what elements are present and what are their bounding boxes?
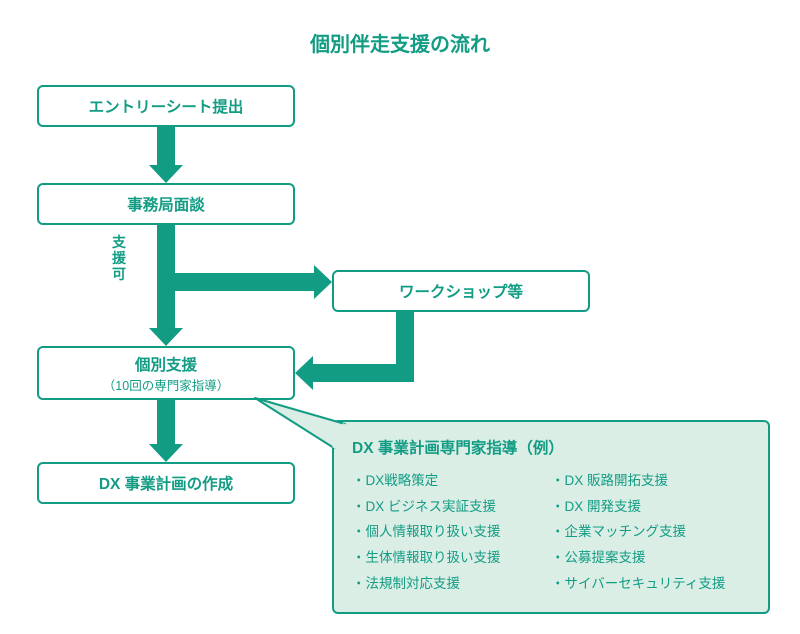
callout-item: ・DX ビジネス実証支援 (352, 494, 551, 520)
a-meeting-workshop (174, 265, 332, 299)
callout-col-left: ・DX戦略策定・DX ビジネス実証支援・個人情報取り扱い支援・生体情報取り扱い支… (352, 468, 551, 596)
callout-item: ・DX 開発支援 (551, 494, 750, 520)
node-workshop-label: ワークショップ等 (399, 280, 523, 302)
a-entry-meeting (149, 127, 183, 183)
branch-label: 支援可 (112, 234, 126, 282)
callout-item: ・生体情報取り扱い支援 (352, 545, 551, 571)
node-meeting: 事務局面談 (37, 183, 295, 225)
callout-item: ・法規制対応支援 (352, 571, 551, 597)
node-entry: エントリーシート提出 (37, 85, 295, 127)
node-workshop: ワークショップ等 (332, 270, 590, 312)
callout-col-right: ・DX 販路開拓支援・DX 開発支援・企業マッチング支援・公募提案支援・サイバー… (551, 468, 750, 596)
node-entry-label: エントリーシート提出 (89, 95, 244, 117)
callout-expert-examples: DX 事業計画専門家指導（例） ・DX戦略策定・DX ビジネス実証支援・個人情報… (332, 420, 770, 614)
page-title: 個別伴走支援の流れ (0, 28, 800, 57)
callout-item: ・サイバーセキュリティ支援 (551, 571, 750, 597)
callout-item: ・公募提案支援 (551, 545, 750, 571)
callout-item: ・企業マッチング支援 (551, 519, 750, 545)
callout-item: ・個人情報取り扱い支援 (352, 519, 551, 545)
node-support-sub: （10回の専門家指導） (103, 375, 229, 394)
node-support-label: 個別支援 (135, 353, 197, 375)
a-workshop-support (295, 312, 414, 390)
callout-title: DX 事業計画専門家指導（例） (352, 436, 750, 458)
node-support: 個別支援 （10回の専門家指導） (37, 346, 295, 400)
callout-item: ・DX戦略策定 (352, 468, 551, 494)
node-plan-label: DX 事業計画の作成 (99, 472, 233, 494)
a-support-plan (149, 400, 183, 462)
a-meeting-support (149, 225, 183, 346)
node-meeting-label: 事務局面談 (127, 193, 205, 215)
node-plan: DX 事業計画の作成 (37, 462, 295, 504)
callout-item: ・DX 販路開拓支援 (551, 468, 750, 494)
